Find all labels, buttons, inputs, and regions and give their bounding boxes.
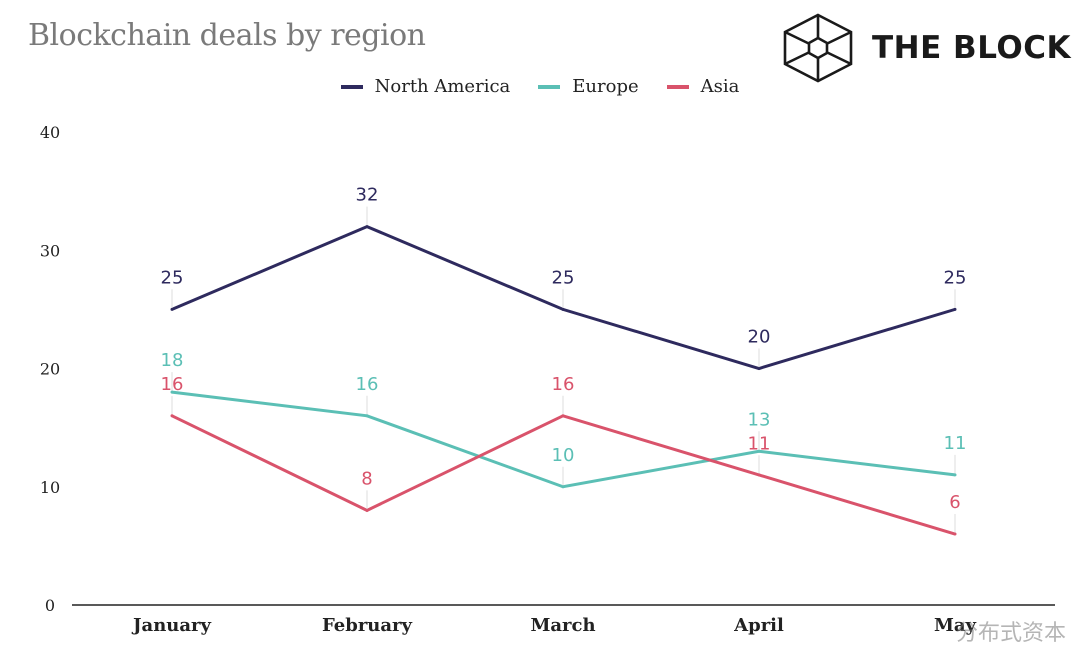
data-point [365, 508, 369, 512]
data-label: 25 [161, 267, 184, 288]
data-label: 25 [944, 267, 967, 288]
y-tick-label: 40 [40, 123, 60, 142]
data-point [561, 307, 565, 311]
data-label: 16 [161, 374, 184, 395]
data-point [757, 449, 761, 453]
data-label: 20 [748, 327, 771, 348]
data-point [953, 532, 957, 536]
legend-item: Europe [538, 76, 639, 97]
legend-swatch [538, 84, 561, 89]
data-label: 16 [552, 374, 575, 395]
data-label: 10 [552, 445, 575, 466]
data-label: 13 [748, 409, 771, 430]
data-point [170, 307, 174, 311]
data-point [365, 225, 369, 229]
data-point [757, 367, 761, 370]
brand-logo: THE BLOCK [782, 12, 1071, 84]
data-label: 18 [161, 350, 184, 371]
data-label: 8 [361, 468, 372, 489]
x-tick-label: April [733, 615, 784, 636]
data-point [561, 485, 565, 489]
chart-title: Blockchain deals by region [28, 18, 426, 53]
watermark-text: 分布式资本 [955, 621, 1066, 646]
x-tick-label: March [530, 615, 595, 636]
legend-label: Europe [572, 76, 639, 97]
data-point [757, 473, 761, 477]
data-label: 16 [356, 374, 379, 395]
chart-legend: North America Europe Asia [0, 76, 1080, 97]
legend-swatch [666, 84, 689, 89]
legend-swatch [340, 84, 363, 89]
y-tick-label: 20 [40, 360, 60, 379]
data-label: 11 [748, 433, 771, 454]
data-label: 25 [552, 267, 575, 288]
data-point [953, 473, 957, 477]
x-tick-label: May [934, 615, 977, 636]
legend-label: North America [374, 76, 511, 97]
legend-label: Asia [700, 76, 740, 97]
y-tick-label: 30 [40, 241, 60, 260]
data-point [170, 390, 174, 394]
brand-name: THE BLOCK [872, 30, 1071, 66]
x-tick-label: January [131, 615, 212, 636]
x-tick-label: February [322, 615, 413, 636]
data-point [953, 307, 957, 311]
legend-item: North America [340, 76, 511, 97]
data-point [561, 414, 565, 418]
data-label: 6 [949, 492, 960, 513]
cube-logo-icon [783, 13, 853, 83]
data-label: 32 [356, 185, 379, 206]
legend-item: Asia [666, 76, 740, 97]
y-tick-label: 0 [45, 596, 55, 615]
data-point [365, 414, 369, 418]
y-tick-label: 10 [40, 478, 60, 497]
data-label: 11 [944, 433, 967, 454]
data-point [170, 414, 174, 418]
